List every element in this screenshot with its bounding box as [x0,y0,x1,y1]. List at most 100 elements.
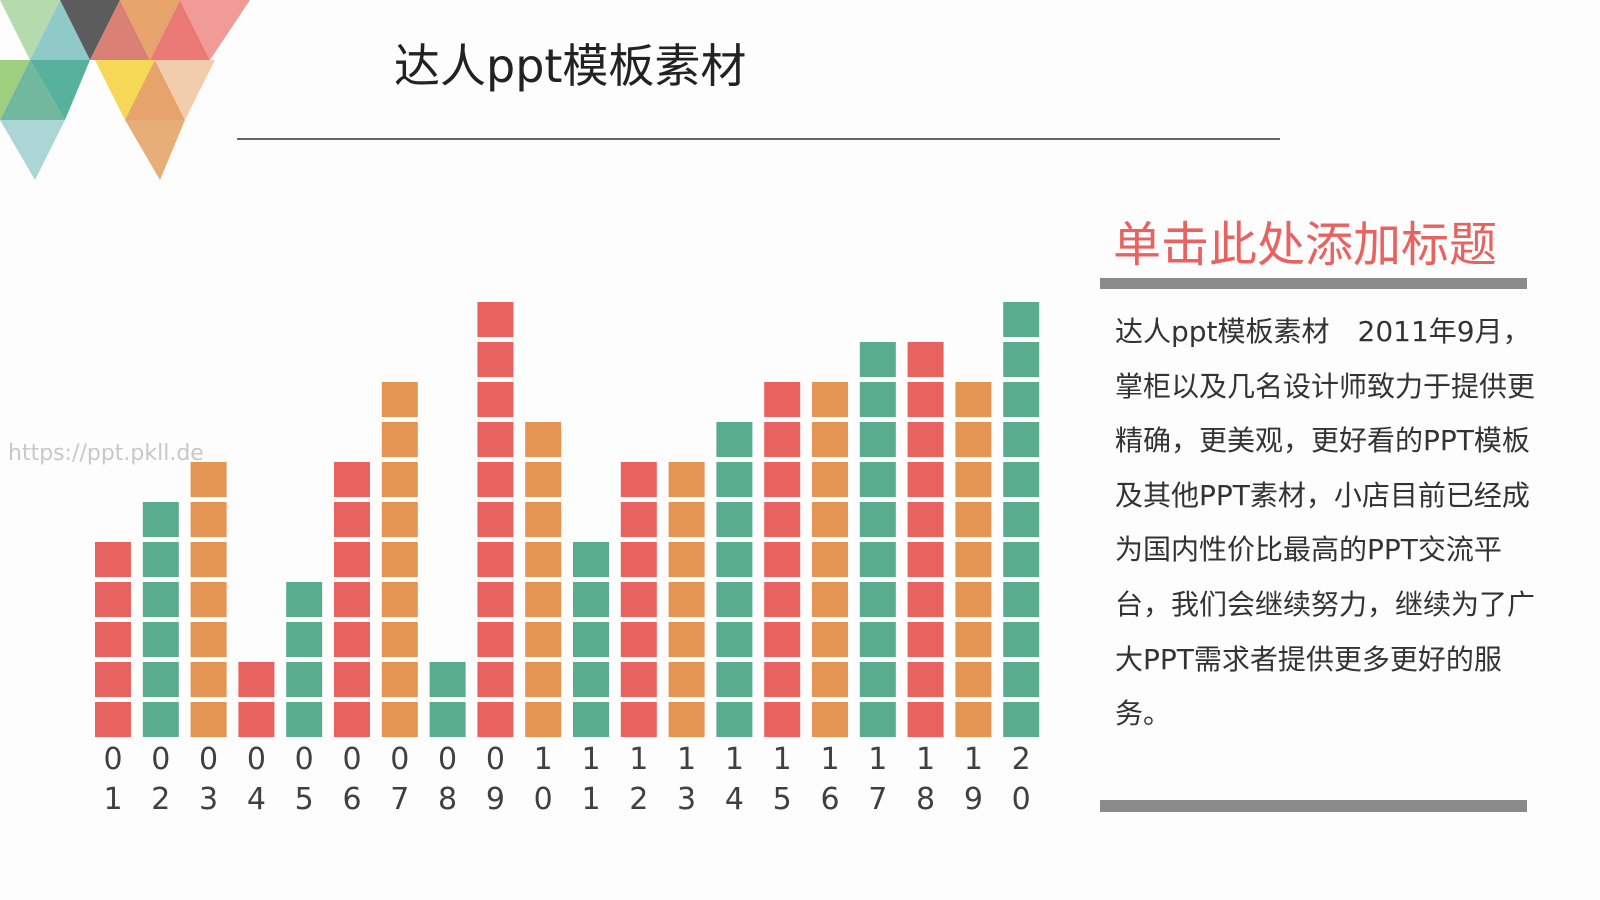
block [573,702,609,737]
block [955,702,992,737]
bar [238,662,275,737]
sidebar-heading: 单击此处添加标题 [1113,217,1498,273]
block [525,502,562,537]
block [812,382,848,417]
x-tick-label: 14 [724,742,744,817]
block [95,662,131,697]
block [1003,502,1040,537]
bar [812,382,848,737]
block [525,582,562,617]
x-tick-label: 18 [916,742,936,817]
block [907,622,944,657]
block [334,542,370,577]
block [1003,342,1040,377]
block [525,702,562,737]
block [620,582,657,617]
bar [95,542,131,737]
block [668,662,705,697]
heading-bar [1100,278,1527,289]
block [668,542,705,577]
block [764,462,801,497]
block [286,702,323,737]
block [334,702,370,737]
block [716,622,753,657]
block [764,422,801,457]
block [190,462,227,497]
block [907,542,944,577]
block [620,502,657,537]
block [812,462,848,497]
block [859,422,896,457]
block [716,462,753,497]
block [859,582,896,617]
block [381,542,418,577]
block [668,582,705,617]
x-tick-label: 15 [772,742,792,817]
block [907,342,944,377]
x-tick-label: 07 [390,742,410,817]
block [334,662,370,697]
block [1003,662,1040,697]
x-tick-label: 09 [485,742,505,817]
block [142,542,179,577]
block [381,462,418,497]
block [907,422,944,457]
block [764,382,801,417]
block [955,382,992,417]
bar [334,462,370,737]
block [525,422,562,457]
block [1003,702,1040,737]
block [620,662,657,697]
decoration [0,0,250,180]
slide-title: 达人ppt模板素材 [394,39,747,93]
block [381,502,418,537]
block [525,462,562,497]
block [907,382,944,417]
block [955,502,992,537]
x-tick-label: 10 [533,742,553,817]
block [620,622,657,657]
block [907,462,944,497]
block [955,462,992,497]
block [95,582,131,617]
block [812,662,848,697]
x-tick-label: 19 [963,742,983,817]
block [142,502,179,537]
block [668,462,705,497]
x-tick-label: 13 [677,742,697,817]
block [525,662,562,697]
block [764,662,801,697]
block [859,542,896,577]
block [381,662,418,697]
block [142,622,179,657]
block [573,662,609,697]
bar [477,302,514,737]
block [238,702,275,737]
block [668,702,705,737]
block [381,702,418,737]
bar [716,422,753,737]
block [477,542,514,577]
bar [859,342,896,737]
bar [573,542,609,737]
block [716,422,753,457]
block [859,662,896,697]
block [955,622,992,657]
block [668,502,705,537]
block [429,662,466,697]
block [286,582,323,617]
x-tick-label: 16 [820,742,840,817]
block [477,582,514,617]
block [716,662,753,697]
block [812,702,848,737]
block [907,582,944,617]
block [716,542,753,577]
block [907,662,944,697]
block [668,622,705,657]
block [525,542,562,577]
block [620,542,657,577]
bar [190,462,227,737]
block [477,662,514,697]
block [859,342,896,377]
